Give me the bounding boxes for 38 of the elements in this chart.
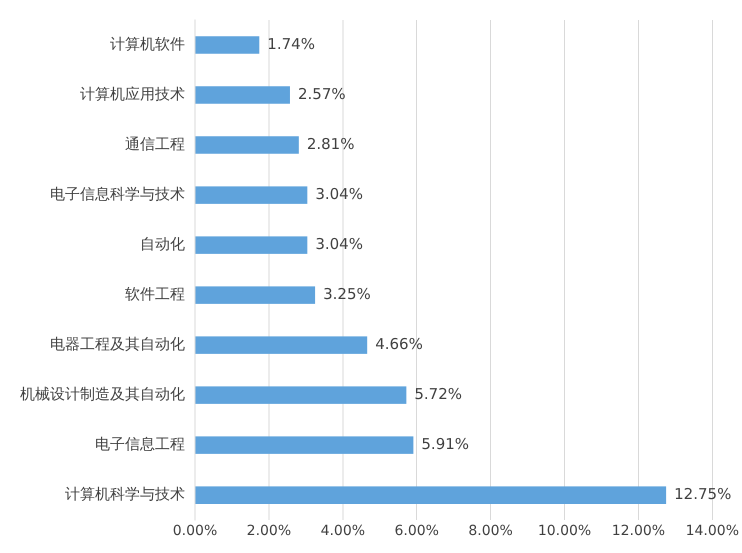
bar <box>196 436 414 454</box>
y-tick-label: 计算机应用技术 <box>80 84 185 103</box>
data-label: 12.75% <box>674 485 732 504</box>
x-tick-label: 8.00% <box>468 523 513 540</box>
data-label: 3.04% <box>315 234 363 253</box>
bar <box>196 336 368 354</box>
x-tick-label: 4.00% <box>320 523 366 540</box>
x-tick-label: 10.00% <box>538 523 592 540</box>
bar <box>196 386 406 404</box>
y-tick-label: 计算机软件 <box>110 34 185 53</box>
y-tick-label: 电器工程及其自动化 <box>50 335 185 354</box>
bar <box>196 286 316 304</box>
y-tick-label: 电子信息工程 <box>95 435 185 454</box>
data-label: 2.81% <box>306 134 354 153</box>
data-label: 3.25% <box>323 285 371 303</box>
data-label: 5.72% <box>414 385 462 404</box>
data-label: 1.74% <box>267 34 315 53</box>
y-tick-label: 通信工程 <box>125 134 185 153</box>
bar <box>196 186 308 204</box>
bar <box>196 136 299 154</box>
x-tick-label: 0.00% <box>172 523 218 540</box>
bar <box>196 36 260 54</box>
data-label: 2.57% <box>298 84 346 103</box>
x-tick-label: 2.00% <box>246 523 292 540</box>
y-tick-label: 自动化 <box>140 234 185 253</box>
y-tick-label: 计算机科学与技术 <box>65 485 185 504</box>
y-tick-label: 软件工程 <box>125 285 185 303</box>
data-label: 5.91% <box>421 435 470 454</box>
bar <box>196 236 308 254</box>
bar <box>196 486 666 504</box>
x-tick-label: 14.00% <box>686 523 740 540</box>
y-tick-label: 电子信息科学与技术 <box>50 184 185 203</box>
y-tick-label: 机械设计制造及其自动化 <box>20 385 185 404</box>
data-label: 4.66% <box>375 335 423 354</box>
data-label: 3.04% <box>315 184 363 203</box>
x-tick-label: 6.00% <box>394 523 439 540</box>
bar <box>196 86 290 104</box>
x-tick-label: 12.00% <box>612 523 666 540</box>
